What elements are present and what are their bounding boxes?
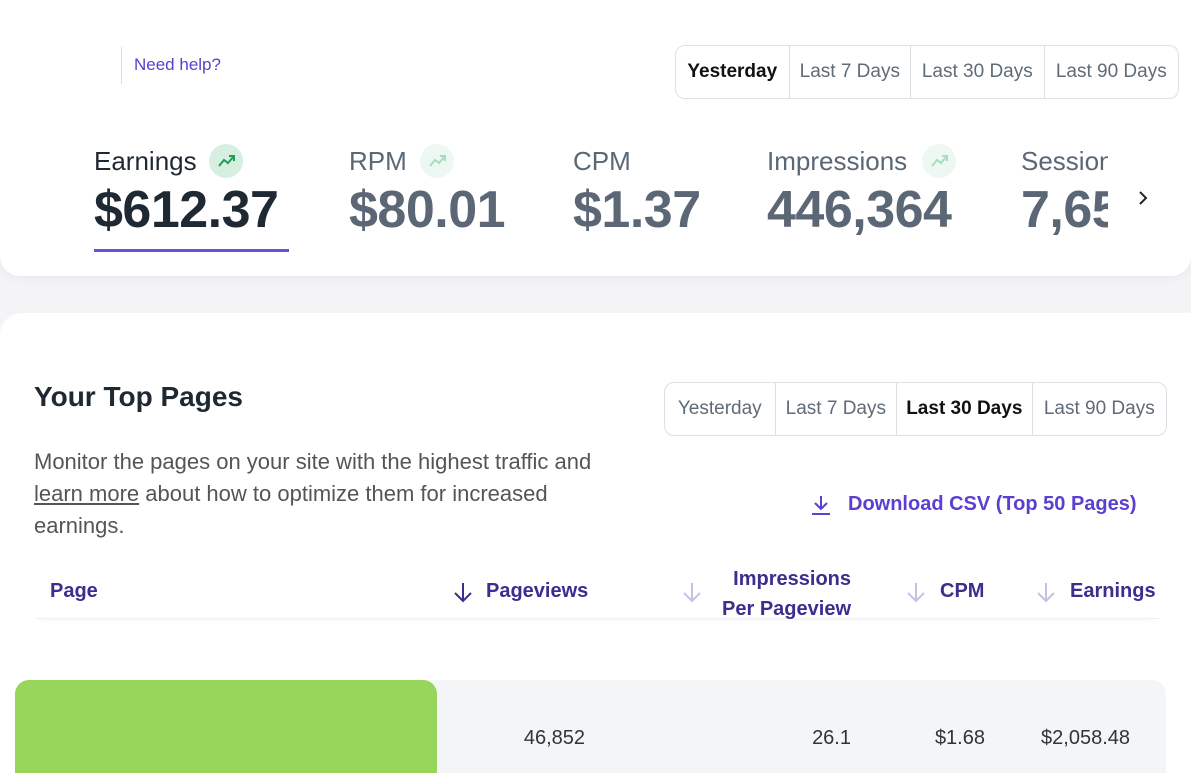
column-header[interactable]: CPM	[940, 580, 985, 602]
range-tab[interactable]: Yesterday	[676, 46, 790, 98]
section-title: Your Top Pages	[34, 381, 243, 412]
description-text: about how to optimize them for increased…	[34, 481, 548, 538]
cell-impressions-per-pageview: 26.1	[812, 727, 851, 749]
range-tabs: Yesterday Last 7 Days Last 30 Days Last …	[664, 382, 1167, 436]
range-tab[interactable]: Yesterday	[665, 383, 776, 435]
divider	[121, 47, 122, 84]
metric-label[interactable]: CPM	[573, 146, 631, 176]
range-tab[interactable]: Last 30 Days	[897, 383, 1033, 435]
trend-icon	[420, 144, 454, 178]
cell-cpm: $1.68	[934, 727, 985, 749]
range-tab[interactable]: Last 30 Days	[911, 46, 1045, 98]
help-link[interactable]: Need help?	[134, 55, 221, 74]
trend-icon	[922, 144, 956, 178]
metric-value[interactable]: $612.37	[94, 181, 279, 239]
range-tabs: Yesterday Last 7 Days Last 30 Days Last …	[675, 45, 1179, 99]
sort-arrow[interactable]	[905, 580, 927, 604]
download-link[interactable]: Download CSV (Top 50 Pages)	[848, 493, 1137, 515]
range-tab[interactable]: Last 90 Days	[1055, 61, 1167, 82]
metric-clip: Session 7,65	[1021, 140, 1108, 250]
range-tab[interactable]: Last 90 Days	[1043, 398, 1155, 419]
metric-label[interactable]: Earnings	[94, 146, 197, 176]
cell-pageviews: 46,852	[523, 727, 585, 749]
description: Monitor the pages on your site with the …	[34, 446, 614, 542]
learn-more-link[interactable]: learn more	[34, 481, 140, 506]
sort-arrow[interactable]	[452, 580, 474, 604]
cell-earnings: $2,058.48	[1041, 727, 1130, 749]
table-header	[36, 560, 1160, 619]
metric-label[interactable]: RPM	[349, 146, 407, 176]
sort-arrow[interactable]	[1035, 580, 1057, 604]
page-thumbnail	[15, 680, 437, 773]
sort-arrow[interactable]	[681, 580, 703, 604]
download-icon[interactable]	[809, 493, 833, 517]
active-underline	[94, 249, 289, 252]
metric-label[interactable]: Impressions	[767, 146, 908, 176]
metric-value[interactable]: $80.01	[349, 181, 506, 239]
column-header[interactable]: Page	[50, 580, 98, 602]
range-tab[interactable]: Last 7 Days	[790, 46, 912, 98]
next-arrow[interactable]	[1133, 188, 1153, 208]
column-header[interactable]: Pageviews	[486, 580, 589, 602]
column-header[interactable]: Impressions Per Pageview	[722, 568, 851, 620]
description-text: Monitor the pages on your site with the …	[34, 449, 592, 474]
metric-value[interactable]: $1.37	[573, 181, 701, 239]
metric-value[interactable]: 446,364	[767, 181, 952, 239]
metric-label[interactable]: Session	[1021, 146, 1108, 176]
metric-value[interactable]: 7,65	[1021, 181, 1108, 239]
range-tab[interactable]: Last 7 Days	[776, 383, 898, 435]
column-header[interactable]: Earnings	[1070, 580, 1156, 602]
trend-icon	[209, 144, 243, 178]
